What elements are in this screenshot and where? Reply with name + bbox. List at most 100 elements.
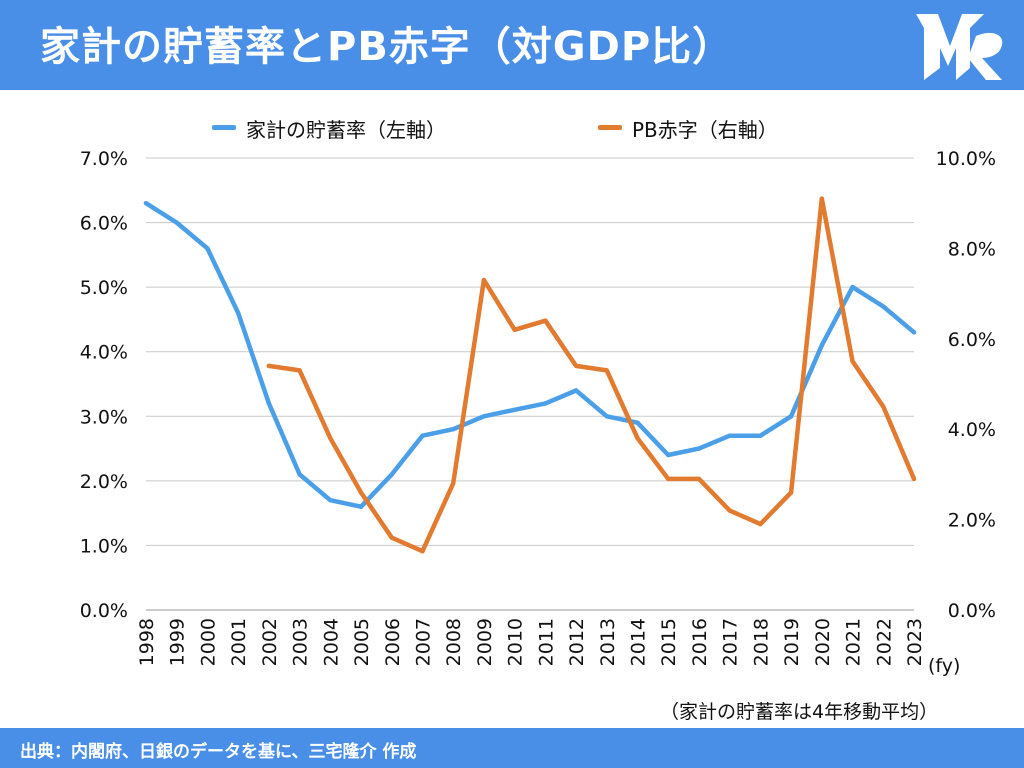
x-axis-tick-label: 2010 xyxy=(505,618,527,666)
x-axis-tick-label: 2005 xyxy=(351,618,373,666)
data-point-pb-deficit xyxy=(420,549,425,554)
left-axis-tick-label: 1.0% xyxy=(80,535,128,557)
data-point-savings-rate xyxy=(358,504,364,509)
footer-bar: 出典：内閣府、日銀のデータを基に、三宅隆介 作成 xyxy=(0,728,1024,768)
data-point-savings-rate xyxy=(389,472,394,477)
data-point-savings-rate xyxy=(819,343,825,348)
left-axis-tick-label: 7.0% xyxy=(80,148,128,170)
data-point-pb-deficit xyxy=(481,277,487,283)
data-point-savings-rate xyxy=(481,414,487,419)
data-point-savings-rate xyxy=(666,452,671,458)
x-axis-tick-label: 2020 xyxy=(812,618,834,666)
data-point-pb-deficit xyxy=(819,196,825,201)
data-point-savings-rate xyxy=(266,401,272,406)
x-axis-tick-label: 2018 xyxy=(750,618,772,666)
data-point-savings-rate xyxy=(696,446,702,451)
data-point-savings-rate xyxy=(881,304,886,309)
data-point-savings-rate xyxy=(911,330,917,335)
x-axis-tick-label: 2013 xyxy=(597,618,619,666)
data-point-savings-rate xyxy=(758,433,763,438)
chart-footnote: （家計の貯蓄率は4年移動平均） xyxy=(660,701,939,723)
mr-logo-icon xyxy=(916,14,1003,80)
x-axis-tick-label: 2012 xyxy=(566,618,588,666)
x-axis-tick-label: 2014 xyxy=(628,618,650,666)
data-point-savings-rate xyxy=(573,388,579,393)
left-axis-tick-label: 2.0% xyxy=(80,471,128,493)
data-point-pb-deficit xyxy=(881,404,886,409)
data-point-pb-deficit xyxy=(604,368,609,373)
right-axis-tick-label: 2.0% xyxy=(948,510,996,532)
series-line-savings-rate xyxy=(143,200,917,509)
data-point-pb-deficit xyxy=(666,476,671,482)
data-point-savings-rate xyxy=(512,407,517,413)
data-point-pb-deficit xyxy=(512,327,517,332)
x-axis-unit-label: (fy) xyxy=(928,655,960,677)
data-point-pb-deficit xyxy=(788,490,794,495)
page-title: 家計の貯蓄率とPB赤字（対GDP比） xyxy=(40,24,734,70)
data-point-pb-deficit xyxy=(635,436,640,441)
data-point-pb-deficit xyxy=(758,521,763,527)
data-point-pb-deficit xyxy=(451,481,456,486)
x-axis-tick-label: 2009 xyxy=(474,618,496,666)
right-axis-tick-label: 10.0% xyxy=(936,148,996,170)
x-axis-tick-label: 2000 xyxy=(197,618,219,666)
x-axis-tick-label: 2023 xyxy=(904,618,926,666)
data-point-savings-rate xyxy=(727,433,732,438)
data-point-pb-deficit xyxy=(696,476,702,482)
x-axis-tick-label: 2022 xyxy=(873,618,895,666)
x-axis-tick-label: 1998 xyxy=(136,618,158,666)
data-point-savings-rate xyxy=(328,498,333,503)
source-credit: 出典：内閣府、日銀のデータを基に、三宅隆介 作成 xyxy=(20,742,417,762)
x-axis-tick-label: 2016 xyxy=(689,618,711,666)
legend-label-pb-deficit: PB赤字（右軸） xyxy=(632,118,778,142)
x-axis-tick-label: 2006 xyxy=(382,618,404,666)
data-point-savings-rate xyxy=(143,201,149,206)
x-axis-tick-label: 2019 xyxy=(781,618,803,666)
left-axis-tick-label: 3.0% xyxy=(80,406,128,428)
x-axis-tick-label: 2002 xyxy=(259,618,281,666)
data-point-pb-deficit xyxy=(727,508,732,513)
data-point-savings-rate xyxy=(635,420,640,425)
x-axis-tick-label: 2003 xyxy=(290,618,312,666)
data-point-pb-deficit xyxy=(543,318,548,323)
data-point-pb-deficit xyxy=(389,535,394,540)
data-point-pb-deficit xyxy=(328,436,333,441)
legend-swatch-pb-deficit xyxy=(598,125,622,130)
right-axis-tick-label: 0.0% xyxy=(948,600,996,622)
right-axis-tick-label: 6.0% xyxy=(948,329,996,351)
x-axis-tick-label: 2011 xyxy=(535,618,557,666)
x-axis-tick-label: 1999 xyxy=(167,618,189,666)
data-point-savings-rate xyxy=(420,433,425,438)
data-point-savings-rate xyxy=(297,472,302,477)
x-axis-tick-label: 2017 xyxy=(720,618,742,666)
left-axis-tick-label: 5.0% xyxy=(80,277,128,299)
data-point-savings-rate xyxy=(850,284,855,290)
data-point-savings-rate xyxy=(451,427,456,432)
left-axis-tick-label: 6.0% xyxy=(80,213,128,235)
header-bar: 家計の貯蓄率とPB赤字（対GDP比） xyxy=(0,0,1024,90)
data-point-savings-rate xyxy=(205,246,210,251)
x-axis-tick-label: 2021 xyxy=(843,618,865,666)
legend-label-savings-rate: 家計の貯蓄率（左軸） xyxy=(246,118,446,142)
data-point-pb-deficit xyxy=(911,476,917,482)
data-point-pb-deficit xyxy=(297,368,302,373)
legend-swatch-savings-rate xyxy=(212,125,236,130)
data-point-pb-deficit xyxy=(266,363,272,369)
left-axis-tick-label: 4.0% xyxy=(80,342,128,364)
data-point-savings-rate xyxy=(543,401,548,406)
series-line-pb-deficit xyxy=(266,196,917,554)
right-axis-tick-label: 4.0% xyxy=(948,419,996,441)
data-point-savings-rate xyxy=(235,310,241,316)
left-axis-tick-label: 0.0% xyxy=(80,600,128,622)
x-axis-tick-label: 2008 xyxy=(443,618,465,666)
x-axis-tick-label: 2004 xyxy=(320,618,342,666)
data-point-savings-rate xyxy=(174,220,179,225)
data-point-savings-rate xyxy=(604,414,609,419)
data-point-pb-deficit xyxy=(358,490,364,495)
data-point-pb-deficit xyxy=(573,363,579,369)
x-axis-tick-label: 2007 xyxy=(412,618,434,666)
data-point-savings-rate xyxy=(788,414,794,419)
x-axis-tick-label: 2001 xyxy=(228,618,250,666)
x-axis-tick-label: 2015 xyxy=(658,618,680,666)
